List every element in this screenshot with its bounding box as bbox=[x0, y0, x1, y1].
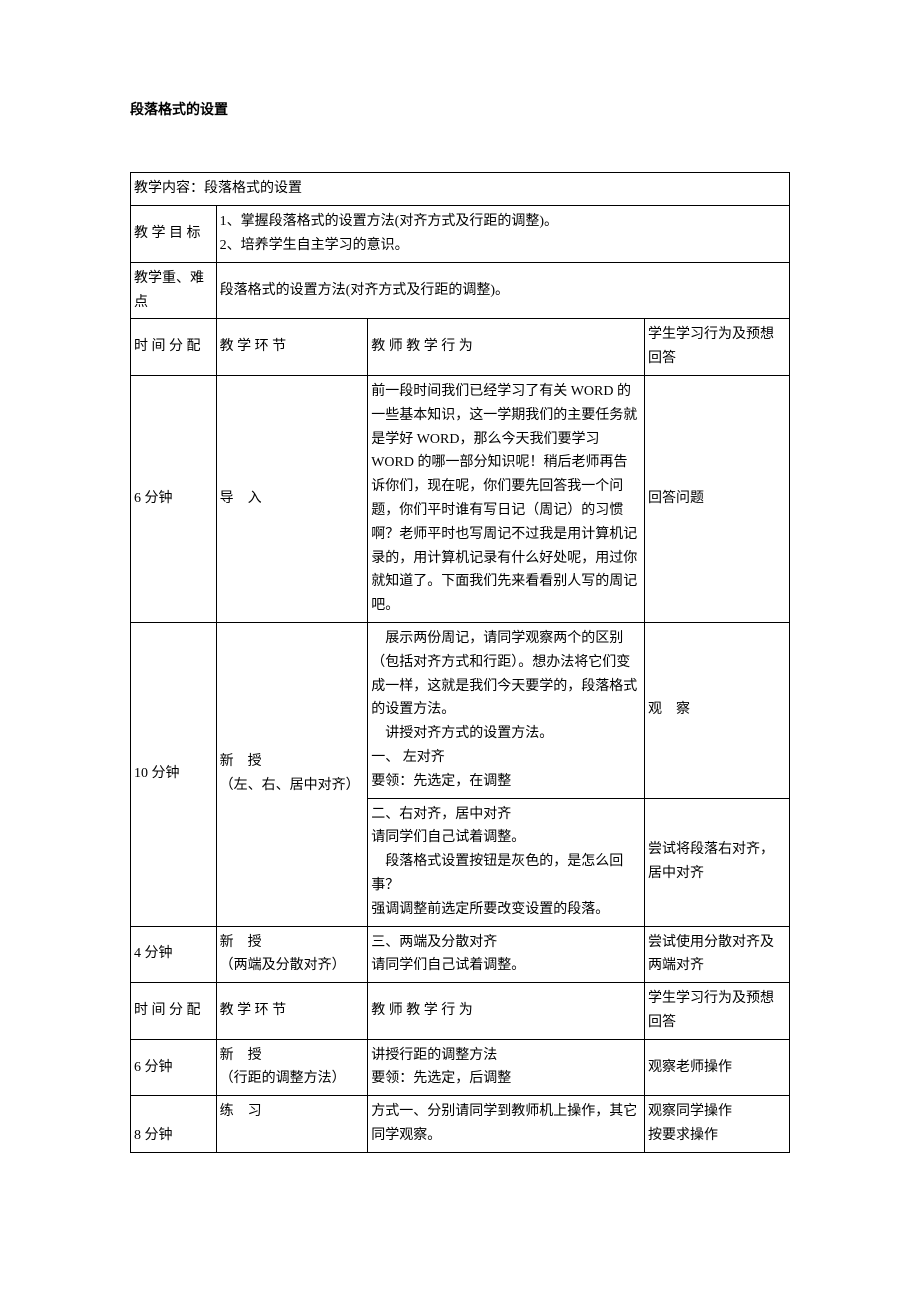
segment-cell: 练 习 bbox=[216, 1096, 368, 1153]
difficulty-value: 段落格式的设置方法(对齐方式及行距的调整)。 bbox=[216, 262, 789, 319]
header-segment: 教 学 环 节 bbox=[216, 319, 368, 376]
segment-line: （行距的调整方法） bbox=[220, 1067, 365, 1091]
time-cell: 6 分钟 bbox=[131, 1039, 217, 1096]
teacher-line: 一、 左对齐 bbox=[371, 746, 641, 770]
segment-cell: 新 授 （两端及分散对齐） bbox=[216, 926, 368, 983]
content-cell: 教学内容：段落格式的设置 bbox=[131, 173, 790, 206]
header-student: 学生学习行为及预想回答 bbox=[645, 319, 790, 376]
teacher-line: 讲授行距的调整方法 bbox=[371, 1044, 641, 1068]
segment-line: （左、右、居中对齐） bbox=[220, 774, 365, 798]
teacher-line: 段落格式设置按钮是灰色的，是怎么回事？ bbox=[371, 850, 641, 898]
teacher-cell: 方式一、分别请同学到教师机上操作，其它同学观察。 bbox=[368, 1096, 645, 1153]
teacher-line: 要领：先选定，后调整 bbox=[371, 1067, 641, 1091]
document-title: 段落格式的设置 bbox=[130, 100, 790, 122]
difficulty-label: 教学重、难点 bbox=[131, 262, 217, 319]
time-cell: 6 分钟 bbox=[131, 375, 217, 622]
student-cell: 观 察 bbox=[645, 622, 790, 798]
table-row: 教学重、难点 段落格式的设置方法(对齐方式及行距的调整)。 bbox=[131, 262, 790, 319]
header-student: 学生学习行为及预想回答 bbox=[645, 983, 790, 1040]
teacher-line: 强调调整前选定所要改变设置的段落。 bbox=[371, 898, 641, 922]
teacher-line: 讲授对齐方式的设置方法。 bbox=[371, 722, 641, 746]
student-line: 按要求操作 bbox=[648, 1124, 786, 1148]
student-cell: 尝试将段落右对齐，居中对齐 bbox=[645, 798, 790, 926]
teacher-cell: 三、两端及分散对齐 请同学们自己试着调整。 bbox=[368, 926, 645, 983]
teacher-line: 请同学们自己试着调整。 bbox=[371, 826, 641, 850]
table-header-row: 时 间 分 配 教 学 环 节 教 师 教 学 行 为 学生学习行为及预想回答 bbox=[131, 983, 790, 1040]
table-row: 4 分钟 新 授 （两端及分散对齐） 三、两端及分散对齐 请同学们自己试着调整。… bbox=[131, 926, 790, 983]
goal-item: 2、培养学生自主学习的意识。 bbox=[220, 234, 786, 258]
teacher-line: 请同学们自己试着调整。 bbox=[371, 954, 641, 978]
teacher-line: 二、右对齐，居中对齐 bbox=[371, 803, 641, 827]
header-segment: 教 学 环 节 bbox=[216, 983, 368, 1040]
student-cell: 尝试使用分散对齐及两端对齐 bbox=[645, 926, 790, 983]
table-row: 8 分钟 练 习 方式一、分别请同学到教师机上操作，其它同学观察。 观察同学操作… bbox=[131, 1096, 790, 1153]
time-cell: 4 分钟 bbox=[131, 926, 217, 983]
header-teacher: 教 师 教 学 行 为 bbox=[368, 983, 645, 1040]
header-teacher: 教 师 教 学 行 为 bbox=[368, 319, 645, 376]
student-cell: 观察同学操作 按要求操作 bbox=[645, 1096, 790, 1153]
teacher-cell: 展示两份周记，请同学观察两个的区别（包括对齐方式和行距）。想办法将它们变成一样，… bbox=[368, 622, 645, 798]
teacher-cell: 前一段时间我们已经学习了有关 WORD 的一些基本知识，这一学期我们的主要任务就… bbox=[368, 375, 645, 622]
goal-item: 1、掌握段落格式的设置方法(对齐方式及行距的调整)。 bbox=[220, 210, 786, 234]
student-cell: 观察老师操作 bbox=[645, 1039, 790, 1096]
segment-cell: 新 授 （左、右、居中对齐） bbox=[216, 622, 368, 926]
header-time: 时 间 分 配 bbox=[131, 983, 217, 1040]
teacher-line: 三、两端及分散对齐 bbox=[371, 931, 641, 955]
teacher-line: 展示两份周记，请同学观察两个的区别（包括对齐方式和行距）。想办法将它们变成一样，… bbox=[371, 627, 641, 722]
table-row: 6 分钟 导 入 前一段时间我们已经学习了有关 WORD 的一些基本知识，这一学… bbox=[131, 375, 790, 622]
teacher-line: 要领：先选定，在调整 bbox=[371, 770, 641, 794]
segment-line: 新 授 bbox=[220, 931, 365, 955]
table-row: 10 分钟 新 授 （左、右、居中对齐） 展示两份周记，请同学观察两个的区别（包… bbox=[131, 622, 790, 798]
segment-line: 新 授 bbox=[220, 750, 365, 774]
segment-line: 新 授 bbox=[220, 1044, 365, 1068]
teacher-cell: 二、右对齐，居中对齐 请同学们自己试着调整。 段落格式设置按钮是灰色的，是怎么回… bbox=[368, 798, 645, 926]
header-time: 时 间 分 配 bbox=[131, 319, 217, 376]
table-row: 教学内容：段落格式的设置 bbox=[131, 173, 790, 206]
goal-label: 教 学 目 标 bbox=[131, 206, 217, 263]
goal-value: 1、掌握段落格式的设置方法(对齐方式及行距的调整)。 2、培养学生自主学习的意识… bbox=[216, 206, 789, 263]
time-cell: 10 分钟 bbox=[131, 622, 217, 926]
lesson-plan-table: 教学内容：段落格式的设置 教 学 目 标 1、掌握段落格式的设置方法(对齐方式及… bbox=[130, 172, 790, 1152]
table-header-row: 时 间 分 配 教 学 环 节 教 师 教 学 行 为 学生学习行为及预想回答 bbox=[131, 319, 790, 376]
time-cell: 8 分钟 bbox=[131, 1096, 217, 1153]
table-row: 6 分钟 新 授 （行距的调整方法） 讲授行距的调整方法 要领：先选定，后调整 … bbox=[131, 1039, 790, 1096]
student-line: 观察同学操作 bbox=[648, 1100, 786, 1124]
segment-line: （两端及分散对齐） bbox=[220, 954, 365, 978]
table-row: 教 学 目 标 1、掌握段落格式的设置方法(对齐方式及行距的调整)。 2、培养学… bbox=[131, 206, 790, 263]
segment-cell: 导 入 bbox=[216, 375, 368, 622]
teacher-cell: 讲授行距的调整方法 要领：先选定，后调整 bbox=[368, 1039, 645, 1096]
student-cell: 回答问题 bbox=[645, 375, 790, 622]
segment-cell: 新 授 （行距的调整方法） bbox=[216, 1039, 368, 1096]
